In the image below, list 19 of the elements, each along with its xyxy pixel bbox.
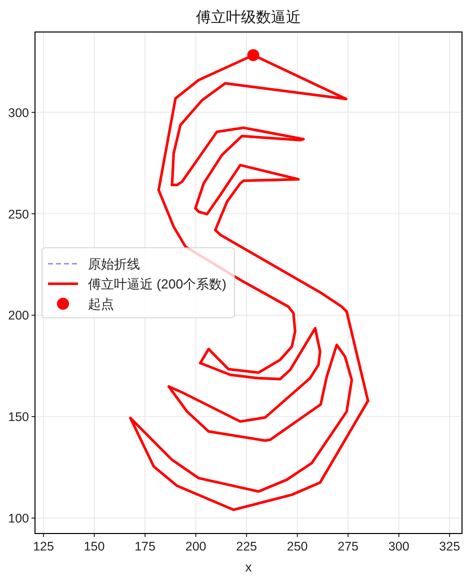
chart-title: 傅立叶级数逼近 [196,9,301,26]
x-tick-label: 325 [439,540,460,554]
x-tick-label: 200 [185,540,206,554]
x-tick-label: 275 [338,540,359,554]
x-tick-label: 175 [134,540,156,554]
x-tick-label: 250 [286,540,308,554]
y-tick-label: 200 [8,308,30,323]
legend-label: 原始折线 [88,256,140,272]
y-tick-label: 150 [8,410,30,424]
y-tick-label: 250 [8,207,30,222]
legend-label: 傅立叶逼近 (200个系数) [88,276,226,292]
x-axis-title: x [245,560,252,574]
y-tick-label: 300 [8,106,30,120]
x-tick-label: 150 [84,540,105,554]
x-tick-label: 225 [236,540,258,554]
x-tick-label: 125 [33,540,54,554]
legend-label: 起点 [88,296,114,312]
x-tick-label: 300 [388,540,410,554]
y-tick-label: 100 [8,512,30,526]
